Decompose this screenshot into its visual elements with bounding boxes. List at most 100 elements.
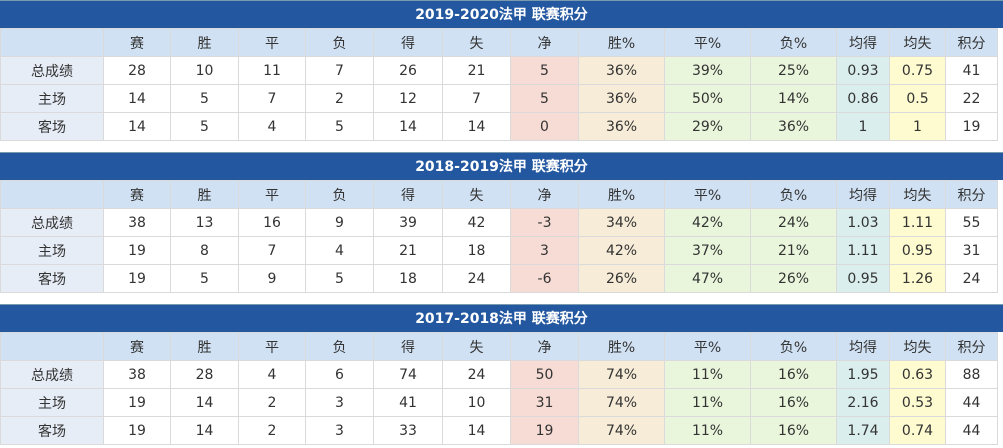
- table-cell: 24: [945, 264, 998, 293]
- column-header: [0, 332, 104, 361]
- table-cell: 13: [170, 208, 239, 237]
- column-header: 平%: [664, 28, 751, 57]
- table-cell: 38: [103, 208, 171, 237]
- table-row: 客场 19 14 2 3 33 14 19 74% 11% 16% 1.74 0.74 44: [0, 416, 998, 445]
- table-cell: 29%: [664, 112, 751, 141]
- table-cell: 36%: [578, 84, 665, 113]
- column-header: 平%: [664, 332, 751, 361]
- table-cell: 5: [510, 84, 579, 113]
- column-header: 负%: [750, 332, 837, 361]
- table-cell: 39%: [664, 56, 751, 85]
- table-cell: 28: [170, 360, 239, 389]
- table-cell: 0.86: [836, 84, 890, 113]
- column-header: 平: [238, 28, 306, 57]
- table-cell: 7: [305, 56, 374, 85]
- table-cell: 44: [945, 388, 998, 417]
- table-cell: 9: [238, 264, 306, 293]
- table-cell: 41: [373, 388, 443, 417]
- table-cell: 16: [238, 208, 306, 237]
- column-header: 均得: [836, 332, 890, 361]
- table-row: 总成绩 28 10 11 7 26 21 5 36% 39% 25% 0.93 0.75 41: [0, 56, 998, 85]
- table-cell: 8: [170, 236, 239, 265]
- table-cell: 14: [170, 416, 239, 445]
- column-header: [0, 180, 104, 209]
- table-cell: 11%: [664, 416, 751, 445]
- table-cell: 36%: [578, 56, 665, 85]
- standings-table: 2018-2019法甲 联赛积分赛胜平负得失净胜% 平% 负% 均得 均失 积分 总成绩 38…: [0, 152, 1003, 293]
- table-row: 主场 14 5 7 2 12 7 5 36% 50% 14% 0.86 0.5 22: [0, 84, 998, 113]
- table-cell: 24: [442, 264, 511, 293]
- column-header: 失: [442, 332, 511, 361]
- row-label: 总成绩: [0, 360, 104, 389]
- table-cell: 5: [170, 112, 239, 141]
- table-cell: 24: [442, 360, 511, 389]
- column-header: 积分: [945, 180, 998, 209]
- table-cell: 74%: [578, 360, 665, 389]
- table-cell: 19: [103, 236, 171, 265]
- column-header: 平: [238, 332, 306, 361]
- row-label: 客场: [0, 264, 104, 293]
- table-cell: 14: [170, 388, 239, 417]
- table-cell: 1.95: [836, 360, 890, 389]
- table-cell: 10: [442, 388, 511, 417]
- table-title: 2017-2018法甲 联赛积分: [0, 304, 1003, 332]
- table-cell: 1.11: [836, 236, 890, 265]
- table-cell: 0.74: [889, 416, 946, 445]
- table-cell: 19: [510, 416, 579, 445]
- column-header: 平: [238, 180, 306, 209]
- table-cell: 5: [510, 56, 579, 85]
- row-label: 主场: [0, 84, 104, 113]
- column-header: 失: [442, 180, 511, 209]
- column-header: 胜: [170, 332, 239, 361]
- table-cell: 1.11: [889, 208, 946, 237]
- column-header: 胜%: [578, 180, 665, 209]
- table-cell: 16%: [750, 416, 837, 445]
- table-cell: 74: [373, 360, 443, 389]
- table-cell: 31: [945, 236, 998, 265]
- table-cell: 47%: [664, 264, 751, 293]
- column-header: 净: [510, 332, 579, 361]
- table-cell: 14: [442, 112, 511, 141]
- table-cell: 37%: [664, 236, 751, 265]
- header-row: 赛胜平负得失净胜% 平% 负% 均得 均失 积分: [0, 180, 998, 209]
- table-cell: 14: [103, 112, 171, 141]
- table-title: 2018-2019法甲 联赛积分: [0, 152, 1003, 180]
- standings-table: 2017-2018法甲 联赛积分赛胜平负得失净胜% 平% 负% 均得 均失 积分 总成绩 38…: [0, 304, 1003, 445]
- table-cell: 24%: [750, 208, 837, 237]
- table-cell: 33: [373, 416, 443, 445]
- column-header: 均失: [889, 180, 946, 209]
- table-cell: 12: [373, 84, 443, 113]
- table-cell: 5: [305, 264, 374, 293]
- table-cell: 14: [103, 84, 171, 113]
- table-cell: -3: [510, 208, 579, 237]
- column-header: 赛: [103, 332, 171, 361]
- column-header: 胜: [170, 28, 239, 57]
- table-cell: 10: [170, 56, 239, 85]
- table-row: 总成绩 38 13 16 9 39 42 -3 34% 42% 24% 1.03 1.11 55: [0, 208, 998, 237]
- table-cell: 34%: [578, 208, 665, 237]
- row-label: 主场: [0, 388, 104, 417]
- table-cell: 0.5: [889, 84, 946, 113]
- table-cell: 26: [373, 56, 443, 85]
- table-cell: 3: [305, 416, 374, 445]
- row-label: 客场: [0, 112, 104, 141]
- table-row: 主场 19 8 7 4 21 18 3 42% 37% 21% 1.11 0.95 31: [0, 236, 998, 265]
- table-cell: 2: [238, 388, 306, 417]
- table-cell: 44: [945, 416, 998, 445]
- table-cell: 9: [305, 208, 374, 237]
- header-row: 赛胜平负得失净胜% 平% 负% 均得 均失 积分: [0, 28, 998, 57]
- column-header: 负%: [750, 180, 837, 209]
- column-header: 胜: [170, 180, 239, 209]
- table-cell: 31: [510, 388, 579, 417]
- table-cell: 6: [305, 360, 374, 389]
- table-cell: 2.16: [836, 388, 890, 417]
- table-cell: 36%: [578, 112, 665, 141]
- column-header: 胜%: [578, 28, 665, 57]
- column-header: 胜%: [578, 332, 665, 361]
- table-cell: 50%: [664, 84, 751, 113]
- table-cell: 4: [238, 112, 306, 141]
- column-header: 负%: [750, 28, 837, 57]
- table-cell: 21: [442, 56, 511, 85]
- header-row: 赛胜平负得失净胜% 平% 负% 均得 均失 积分: [0, 332, 998, 361]
- table-cell: 22: [945, 84, 998, 113]
